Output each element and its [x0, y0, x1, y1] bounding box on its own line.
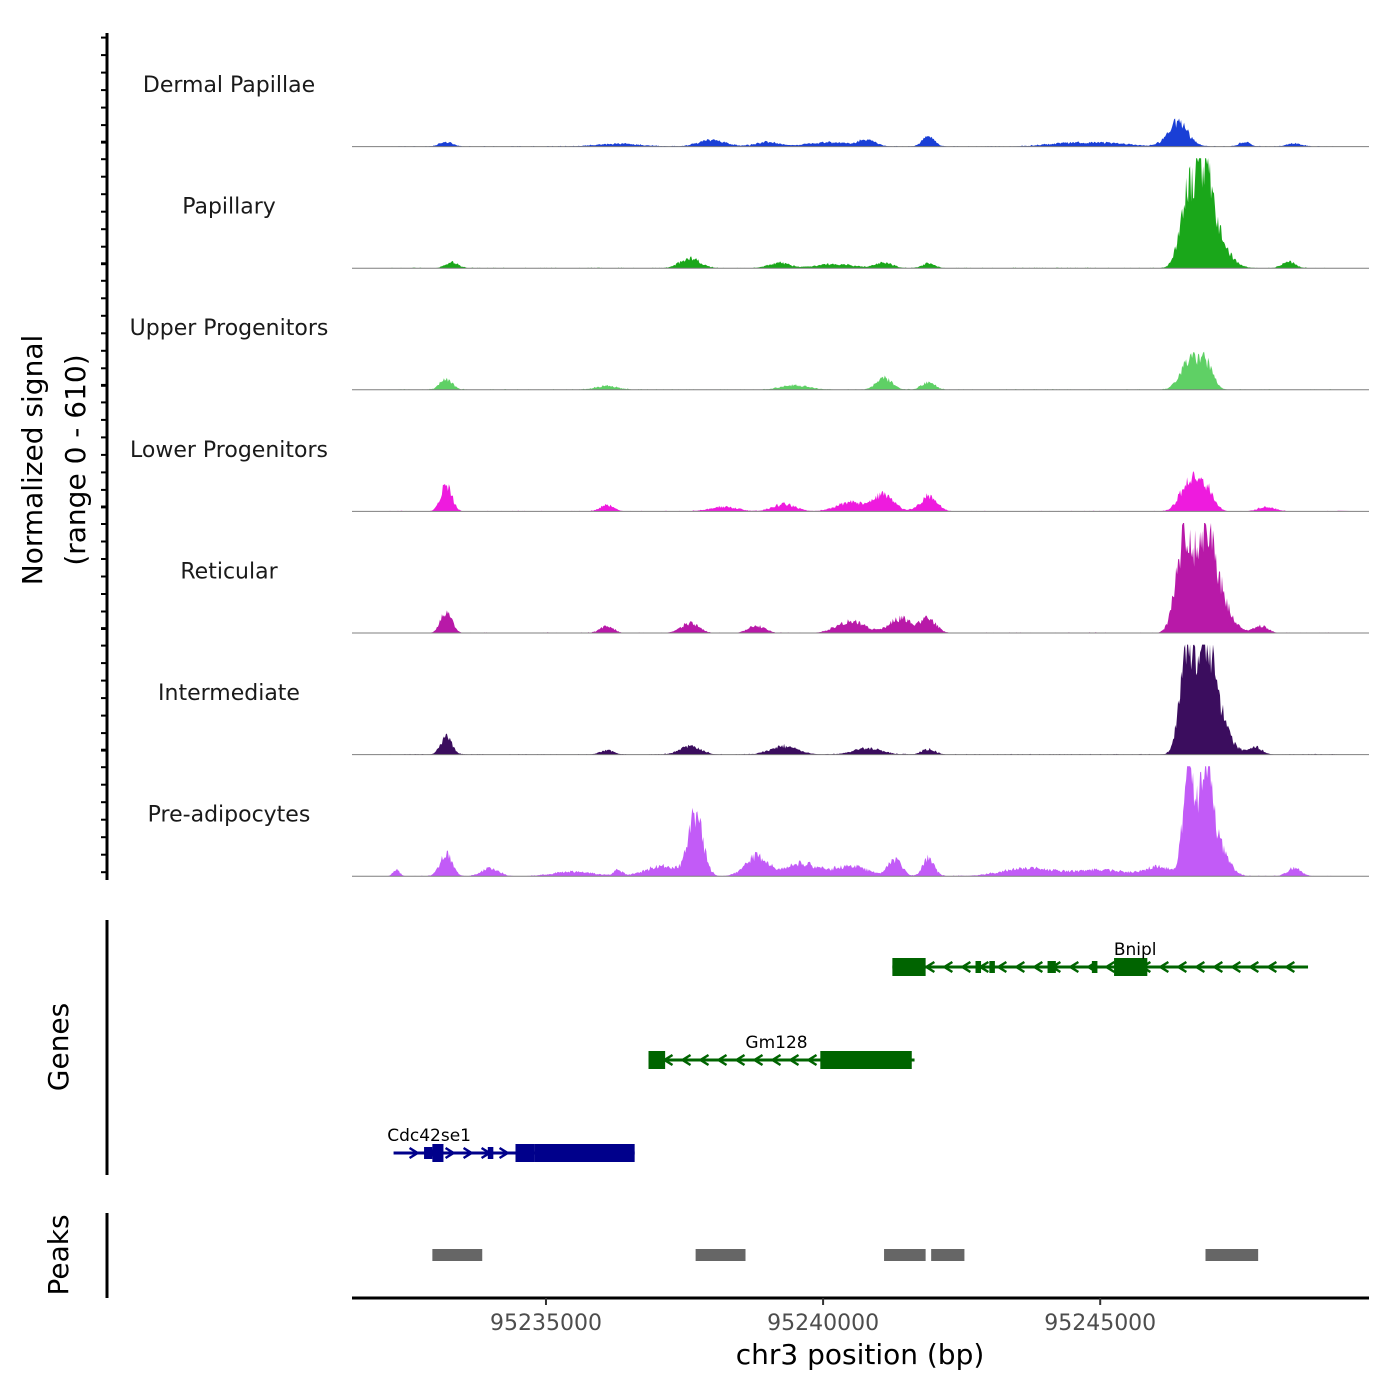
coverage-y-axis-ticks [101, 36, 107, 874]
gene-model: Cdc42se1 [387, 1126, 635, 1162]
track-label: Pre-adipocytes [148, 803, 311, 828]
strand-chevron [924, 960, 936, 974]
strand-chevron [1230, 960, 1242, 974]
gene-exon [975, 961, 982, 973]
strand-chevron [960, 960, 972, 974]
strand-chevron [462, 1146, 474, 1160]
track-label: Intermediate [158, 681, 300, 706]
gene-exon [424, 1147, 433, 1159]
gene-models: Bnipl Gm128 Cdc42se1 [387, 940, 1309, 1162]
gene-model: Bnipl [892, 940, 1309, 976]
gene-exon [487, 1147, 494, 1159]
gene-exon [648, 1051, 666, 1069]
gene-exon [989, 961, 995, 973]
coverage-area [352, 118, 1369, 147]
gene-label: Gm128 [745, 1033, 807, 1053]
track-label: Dermal Papillae [143, 73, 315, 98]
strand-chevron [408, 1146, 420, 1160]
peak-interval [1205, 1249, 1259, 1261]
gene-exon [892, 958, 926, 976]
genes-y-axis-title: Genes [42, 1003, 75, 1091]
track-label: Papillary [182, 195, 276, 220]
strand-chevron [498, 1146, 510, 1160]
coverage-y-axis-title-line2: (range 0 - 610) [59, 354, 92, 565]
gene-label: Bnipl [1114, 940, 1157, 960]
strand-chevron [806, 1053, 818, 1067]
strand-chevron [1068, 960, 1080, 974]
peak-intervals [432, 1249, 1259, 1261]
strand-chevron [1266, 960, 1278, 974]
strand-chevron [1158, 960, 1170, 974]
strand-chevron [716, 1053, 728, 1067]
coverage-area [352, 471, 1369, 512]
strand-chevron [942, 960, 954, 974]
x-axis-tick-label: 95245000 [1044, 1311, 1156, 1336]
x-axis-ticks: 95235000 95240000 95245000 [490, 1298, 1156, 1336]
gene-exon [515, 1144, 535, 1162]
peak-interval [931, 1249, 965, 1261]
gene-exon [1047, 961, 1056, 973]
coverage-y-axis-title-range: (range 0 - 610) [59, 354, 92, 565]
strand-chevron [1284, 960, 1296, 974]
peak-interval [884, 1249, 926, 1261]
x-axis: 95235000 95240000 95245000 chr3 position (… [352, 1296, 1369, 1371]
strand-chevron [444, 1146, 456, 1160]
x-axis-title: chr3 position (bp) [736, 1338, 985, 1371]
peaks-y-axis-title: Peaks [42, 1214, 75, 1295]
gene-model: Gm128 [648, 1033, 915, 1069]
x-axis-tick-label: 95235000 [490, 1311, 602, 1336]
gene-exon [534, 1144, 635, 1162]
coverage-track: Dermal Papillae [143, 73, 1369, 148]
strand-chevron [752, 1053, 764, 1067]
track-label: Lower Progenitors [130, 438, 328, 463]
strand-chevron [770, 1053, 782, 1067]
coverage-area [352, 351, 1369, 390]
peak-interval [695, 1249, 746, 1261]
gene-exon [432, 1144, 444, 1162]
strand-chevron [996, 960, 1008, 974]
peak-interval [432, 1249, 483, 1261]
gene-exon [1091, 961, 1098, 973]
genes-panel: Genes Bnipl Gm128 Cdc42se1 [42, 920, 1309, 1175]
strand-chevron [1032, 960, 1044, 974]
strand-chevron [1014, 960, 1026, 974]
coverage-y-axis-title-line1: Normalized signal [16, 335, 49, 586]
strand-chevron [1176, 960, 1188, 974]
x-axis-tick-label: 95240000 [767, 1311, 879, 1336]
coverage-track: Lower Progenitors [130, 438, 1369, 512]
track-label: Upper Progenitors [130, 316, 329, 341]
strand-chevron [698, 1053, 710, 1067]
strand-chevron [788, 1053, 800, 1067]
coverage-track: Reticular [180, 523, 1369, 634]
gene-label: Cdc42se1 [387, 1126, 471, 1146]
strand-chevron [1248, 960, 1260, 974]
coverage-panel: Normalized signal (range 0 - 610) Dermal… [16, 33, 1369, 880]
strand-chevron [1212, 960, 1224, 974]
coverage-track: Pre-adipocytes [148, 766, 1369, 877]
gene-exon [1114, 958, 1148, 976]
coverage-track: Intermediate [158, 644, 1369, 756]
coverage-track: Papillary [182, 158, 1369, 269]
strand-chevron [734, 1053, 746, 1067]
coverage-track: Upper Progenitors [130, 316, 1369, 391]
track-label: Reticular [180, 559, 278, 584]
strand-chevron [1194, 960, 1206, 974]
gene-exon [820, 1051, 912, 1069]
peaks-panel: Peaks [42, 1213, 1259, 1298]
coverage-y-axis-title: Normalized signal [16, 335, 49, 586]
strand-chevron [680, 1053, 692, 1067]
strand-chevron [1104, 960, 1116, 974]
coverage-tracks: Dermal Papillae Papillary Upper Progenitor… [130, 73, 1369, 877]
